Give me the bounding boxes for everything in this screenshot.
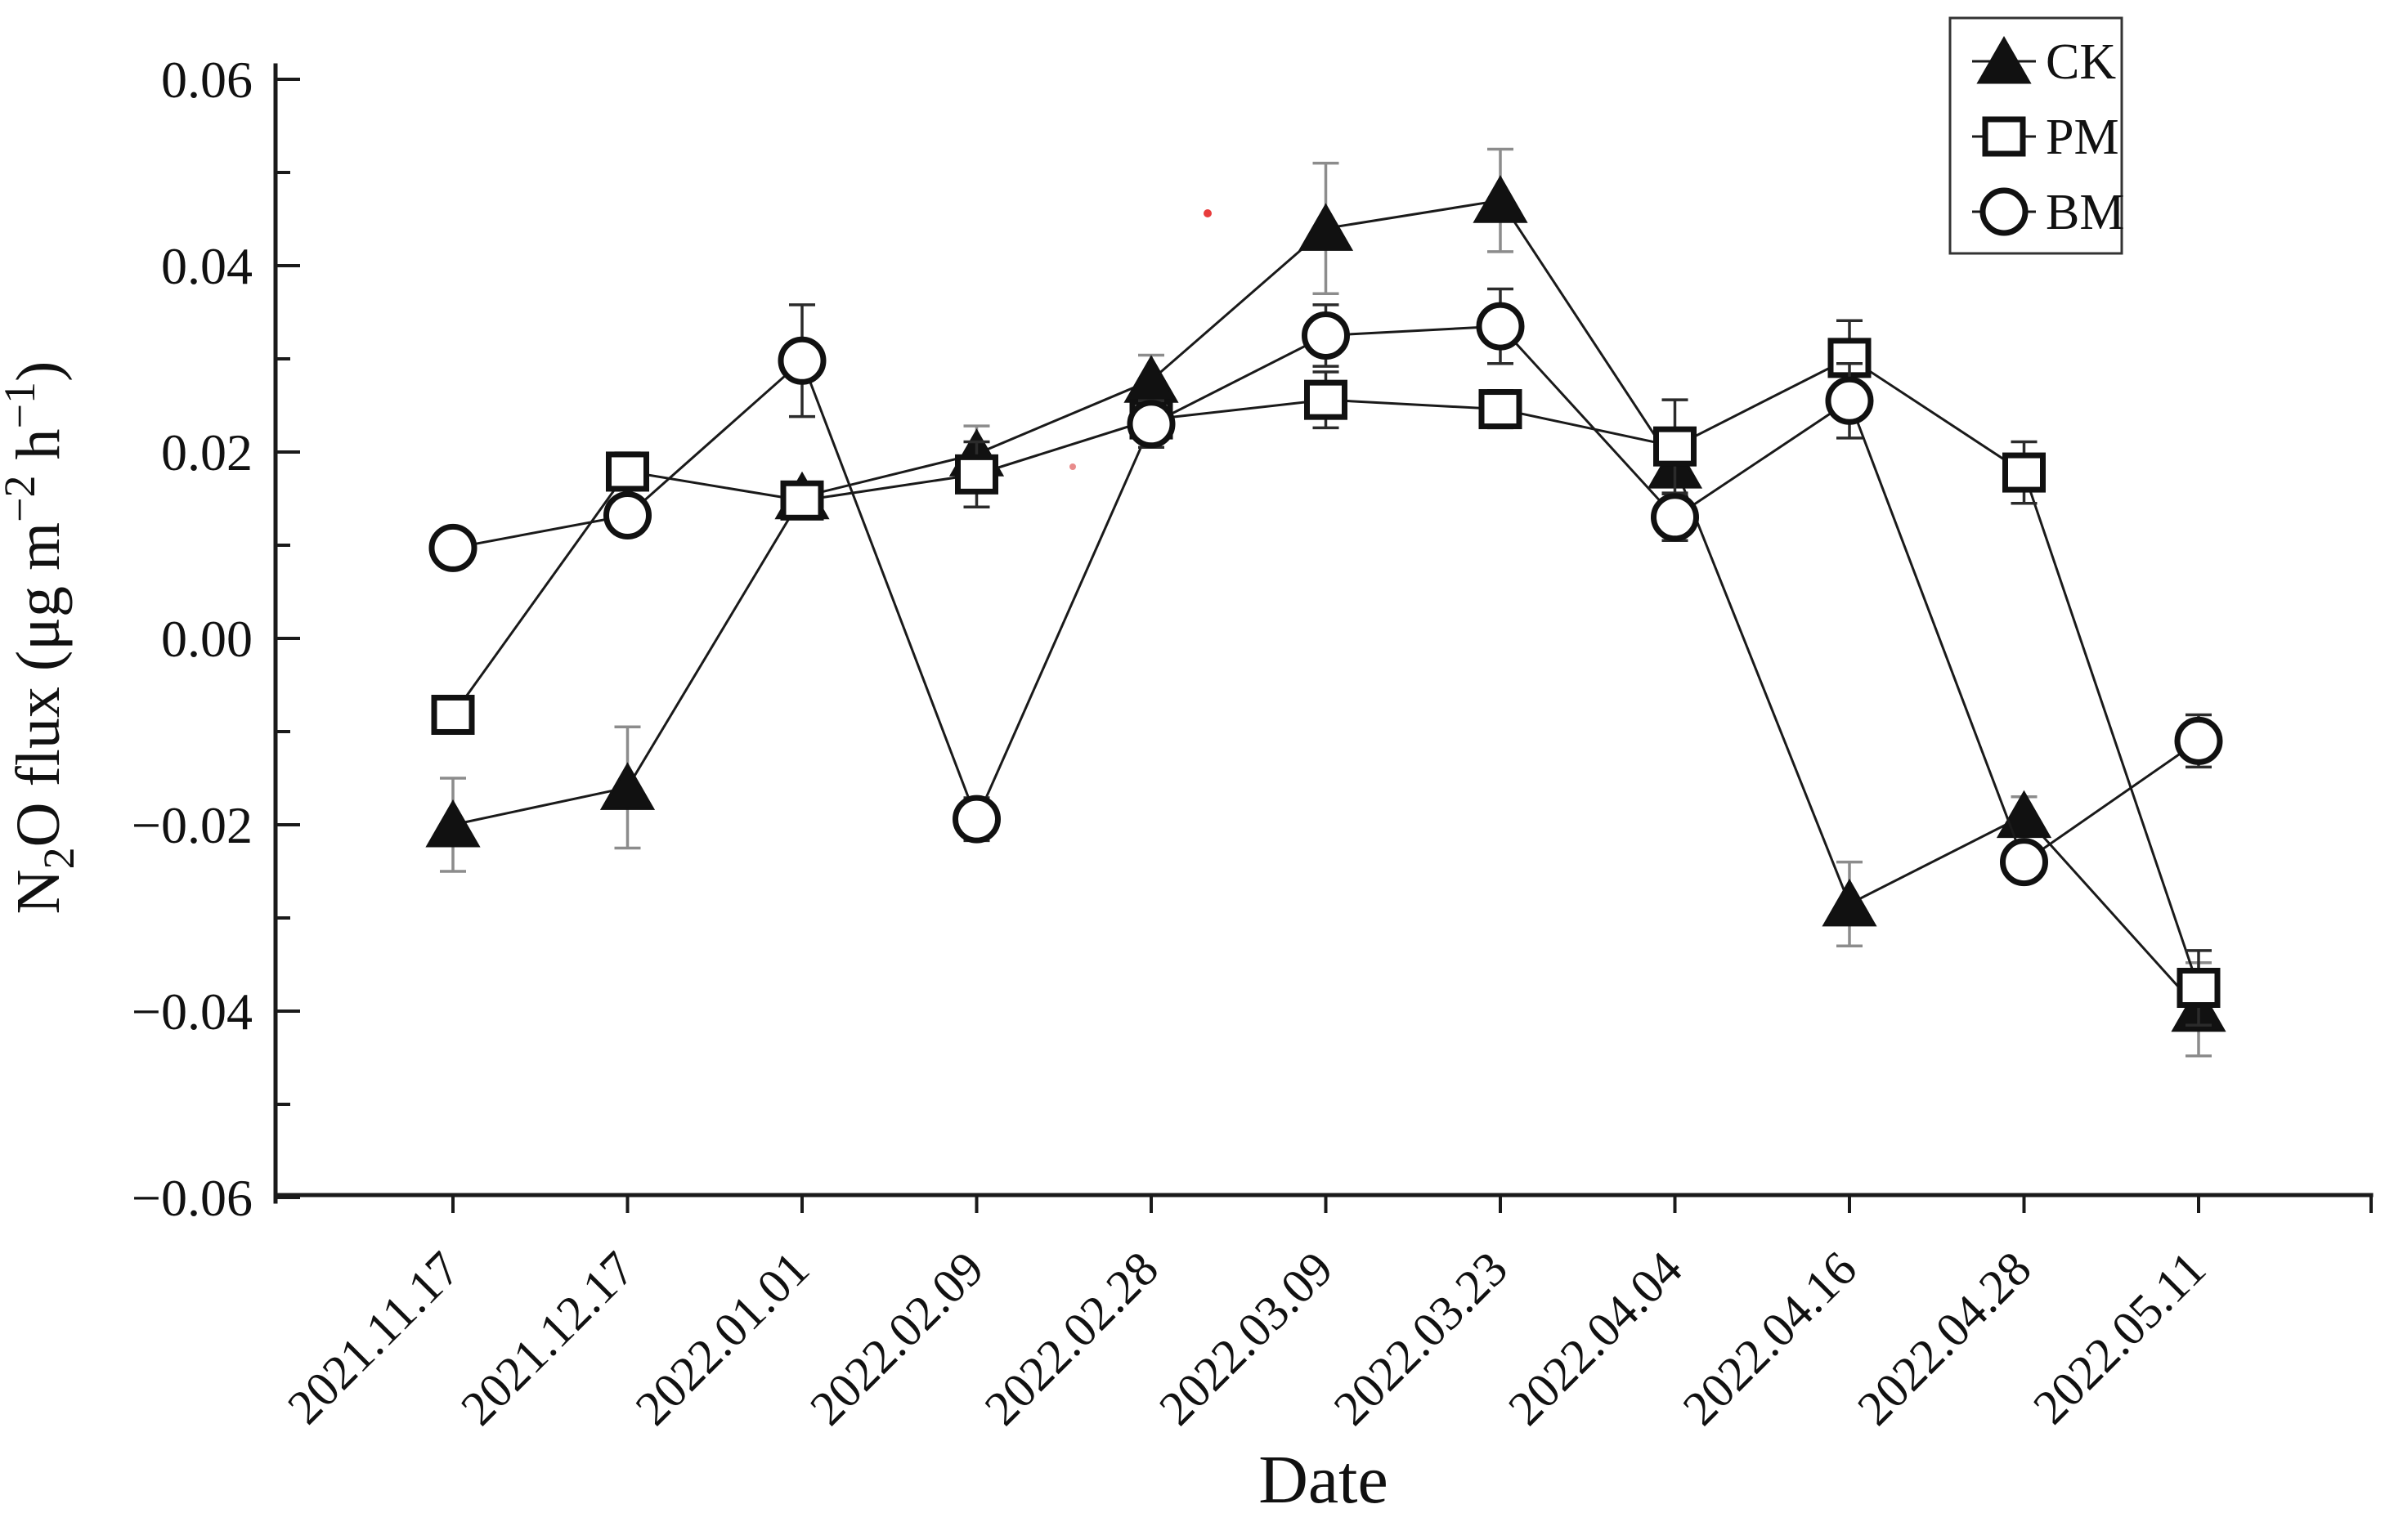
legend-triangle-filled-icon (1976, 35, 2032, 84)
y-tick-label: 0.02 (161, 423, 253, 481)
BM-marker (1302, 311, 1350, 360)
BM-markers (428, 302, 2223, 887)
CK-marker (425, 799, 481, 848)
legend-label: BM (2046, 185, 2124, 240)
PM-marker (2002, 452, 2046, 493)
BM-marker (2174, 716, 2223, 765)
artifact-dot (1204, 209, 1212, 217)
BM-marker (1651, 493, 1699, 542)
PM-marker (780, 480, 824, 521)
PM-marker (606, 451, 649, 492)
series-PM (431, 319, 2221, 1027)
PM-marker (2177, 968, 2221, 1008)
y-tick-label: 0.04 (161, 237, 253, 295)
y-tick-label: 0.06 (161, 51, 253, 109)
PM-marker (431, 694, 475, 735)
legend-label: CK (2046, 34, 2116, 90)
legend-entry-BM: BM (1972, 185, 2124, 240)
BM-marker (1825, 376, 1874, 425)
artifact-dot (1069, 463, 1076, 470)
y-axis-title: N2O flux (μg m−2 h−1) (0, 361, 83, 915)
legend-label: PM (2046, 110, 2119, 165)
CK-marker (1822, 878, 1877, 927)
x-axis-title: Date (1258, 1442, 1388, 1518)
x-ticks (451, 1195, 2373, 1213)
PM-marker (1304, 379, 1347, 420)
legend-entry-PM: PM (1972, 110, 2119, 165)
PM-markers (431, 338, 2221, 1008)
PM-marker (955, 454, 998, 495)
y-tick-label: −0.06 (132, 1169, 253, 1227)
y-tick-label: 0.00 (161, 610, 253, 668)
CK-marker (599, 762, 656, 810)
BM-marker (953, 795, 1001, 844)
BM-marker (428, 523, 477, 572)
BM-marker (1476, 302, 1525, 351)
y-tick-label: −0.02 (132, 796, 253, 854)
legend: CK PM BM (1948, 16, 2124, 255)
BM-marker (1127, 400, 1176, 449)
BM-marker (778, 336, 827, 385)
legend-square-open-icon (1982, 116, 2026, 157)
legend-circle-open-icon (1979, 187, 2029, 236)
PM-marker (1478, 389, 1522, 430)
y-tick-labels: −0.06 −0.04 −0.02 0.00 0.02 0.04 0.06 (132, 51, 253, 1227)
PM-marker (1653, 426, 1697, 467)
BM-marker (2000, 838, 2048, 887)
CK-marker (1473, 175, 1528, 223)
y-tick-label: −0.04 (132, 983, 253, 1041)
BM-marker (603, 491, 652, 540)
series-BM (428, 287, 2223, 887)
y-ticks (276, 78, 300, 1199)
legend-entry-CK: CK (1972, 34, 2116, 90)
CK-marker (1298, 203, 1354, 251)
